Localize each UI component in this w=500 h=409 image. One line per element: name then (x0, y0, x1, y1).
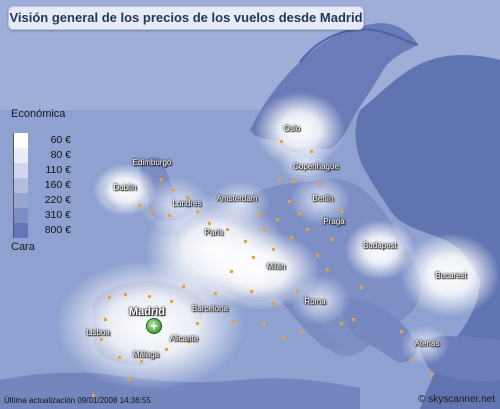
city-label[interactable]: Dublín (113, 183, 137, 192)
origin-marker[interactable] (146, 318, 162, 334)
legend-swatch (13, 223, 28, 238)
legend-top-label: Económica (11, 108, 66, 120)
legend-swatch (13, 178, 28, 193)
land-africa (0, 372, 360, 409)
city-label[interactable]: Milán (266, 262, 286, 271)
legend-item: 220 € (13, 193, 75, 208)
city-label[interactable]: Lisboa (86, 328, 110, 337)
city-label[interactable]: Oslo (283, 124, 301, 133)
city-label[interactable]: Praga (323, 217, 345, 226)
city-label[interactable]: Edimburgo (132, 158, 172, 167)
city-label[interactable]: París (204, 228, 224, 237)
city-label[interactable]: Budapest (363, 241, 397, 250)
airport-markers (92, 140, 433, 397)
city-label[interactable]: Barcelona (191, 304, 229, 313)
legend-swatch (13, 133, 28, 148)
origin-label: Madrid (128, 306, 166, 318)
city-label[interactable]: Copenhague (293, 162, 339, 171)
land-balkans (340, 298, 418, 363)
legend-bottom-label: Cara (11, 241, 35, 253)
legend-item: 160 € (13, 178, 75, 193)
plane-icon (149, 321, 159, 331)
map-title: Visión general de los precios de los vue… (8, 6, 364, 30)
legend-scale: 60 € 80 € 110 € 160 € 220 € 310 € 800 € (13, 133, 75, 238)
legend-swatch (13, 163, 28, 178)
city-label[interactable]: Berlín (312, 194, 334, 203)
legend-swatch (13, 148, 28, 163)
legend-item: 310 € (13, 208, 75, 223)
legend-item: 800 € (13, 223, 75, 238)
legend-swatch (13, 193, 28, 208)
city-label[interactable]: Londres (172, 199, 202, 208)
city-label[interactable]: Bucarest (435, 271, 467, 280)
legend-swatch (13, 208, 28, 223)
legend-item: 80 € (13, 148, 75, 163)
brand-link[interactable]: © skyscanner.net (418, 394, 495, 405)
city-label[interactable]: Alicante (169, 334, 199, 343)
price-legend: Económica 60 € 80 € 110 € 160 € 220 € 31… (7, 108, 75, 266)
land-east (355, 55, 500, 409)
city-label[interactable]: Atenas (414, 339, 440, 348)
legend-item: 60 € (13, 133, 75, 148)
city-label[interactable]: Málaga (132, 350, 160, 359)
city-label[interactable]: Amsterdam (216, 194, 258, 203)
legend-item: 110 € (13, 163, 75, 178)
last-updated: Última actualización 09/01/2008 14:36:55 (4, 396, 151, 405)
city-label[interactable]: Roma (304, 297, 326, 306)
